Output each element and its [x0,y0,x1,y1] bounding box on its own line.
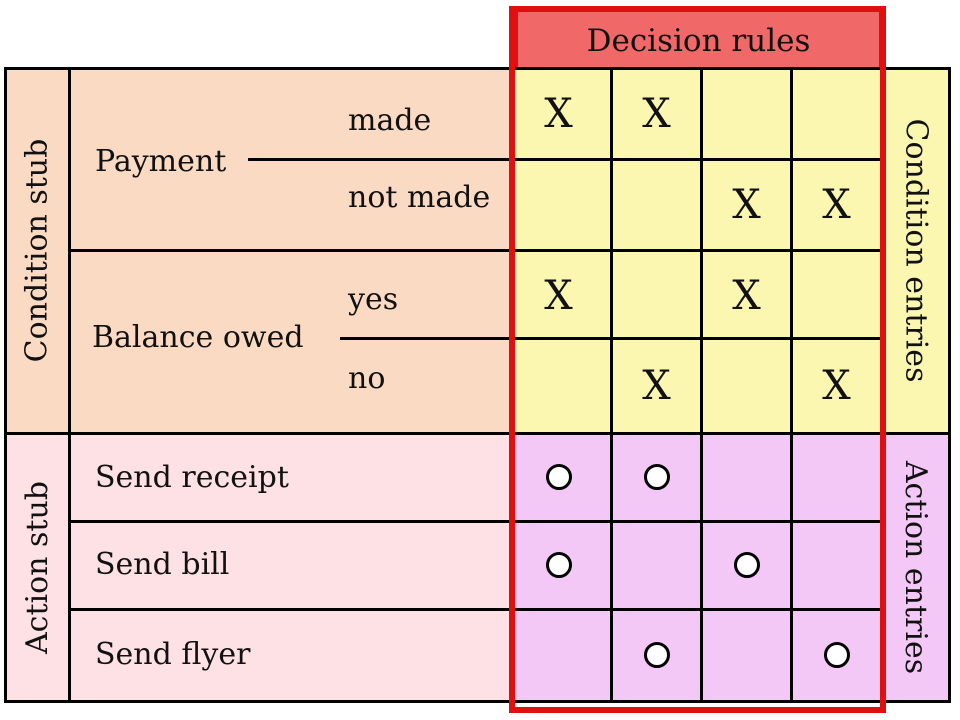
x-mark: X [732,182,761,228]
action-row-separator-2 [68,608,880,611]
action-entry-circle [613,434,700,520]
action-stub-label: Action stub [19,480,55,654]
action-entry-circle [515,434,602,520]
circle-mark-icon [643,464,670,490]
decision-rules-title: Decision rules [586,22,811,59]
outer-bottom-border [4,700,951,703]
decision-rules-outline-left [509,6,515,713]
action-row-separator-1 [68,520,880,523]
outer-top-border [4,67,951,70]
x-mark: X [822,363,851,409]
action-entry-circle [793,610,880,700]
condition-entry-x: X [515,69,602,159]
x-mark: X [732,273,761,319]
action-entry-circle [515,522,602,608]
outer-left-border [4,67,7,703]
x-mark: X [822,182,851,228]
stub-label-separator [68,67,71,703]
circle-mark-icon [643,642,670,668]
rule-column-separator-3 [790,67,793,703]
condition-group-separator [68,249,880,252]
decision-rules-outline-right [880,6,886,713]
condition-option-yes: yes [348,282,399,317]
condition-stub-label: Condition stub [19,138,55,363]
condition-entry-x: X [703,251,790,341]
decision-rules-outline-bottom [509,707,886,713]
condition-entry-x: X [515,251,602,341]
condition-entry-x: X [613,340,700,432]
action-entry-circle [703,522,790,608]
outer-right-border [948,67,951,703]
condition-entries-label: Condition entries [898,118,934,383]
circle-mark-icon [545,464,572,490]
condition-entry-x: X [703,160,790,250]
x-mark: X [544,91,573,137]
condition-name-balance-owed: Balance owed [92,320,304,355]
condition-action-separator [4,432,951,435]
circle-mark-icon [733,552,760,578]
condition-entry-x: X [793,340,880,432]
x-mark: X [544,273,573,319]
rule-column-separator-2 [700,67,703,703]
action-stub-area [6,433,512,701]
action-entry-circle [613,610,700,700]
payment-connector-line [248,158,880,161]
condition-option-not-made: not made [348,180,491,215]
action-entries-label: Action entries [898,460,934,674]
action-send-bill: Send bill [95,547,230,582]
decision-rules-outline-top [509,6,886,12]
condition-name-payment: Payment [95,144,227,179]
x-mark: X [642,363,671,409]
action-send-receipt: Send receipt [95,460,289,495]
condition-option-made: made [348,103,432,138]
decision-rules-header: Decision rules [512,6,885,69]
condition-option-no: no [348,361,386,396]
action-entries-area [512,433,949,701]
circle-mark-icon [545,552,572,578]
condition-entry-x: X [793,160,880,250]
rule-column-separator-1 [610,67,613,703]
action-send-flyer: Send flyer [95,637,251,672]
x-mark: X [642,91,671,137]
condition-entry-x: X [613,69,700,159]
circle-mark-icon [823,642,850,668]
